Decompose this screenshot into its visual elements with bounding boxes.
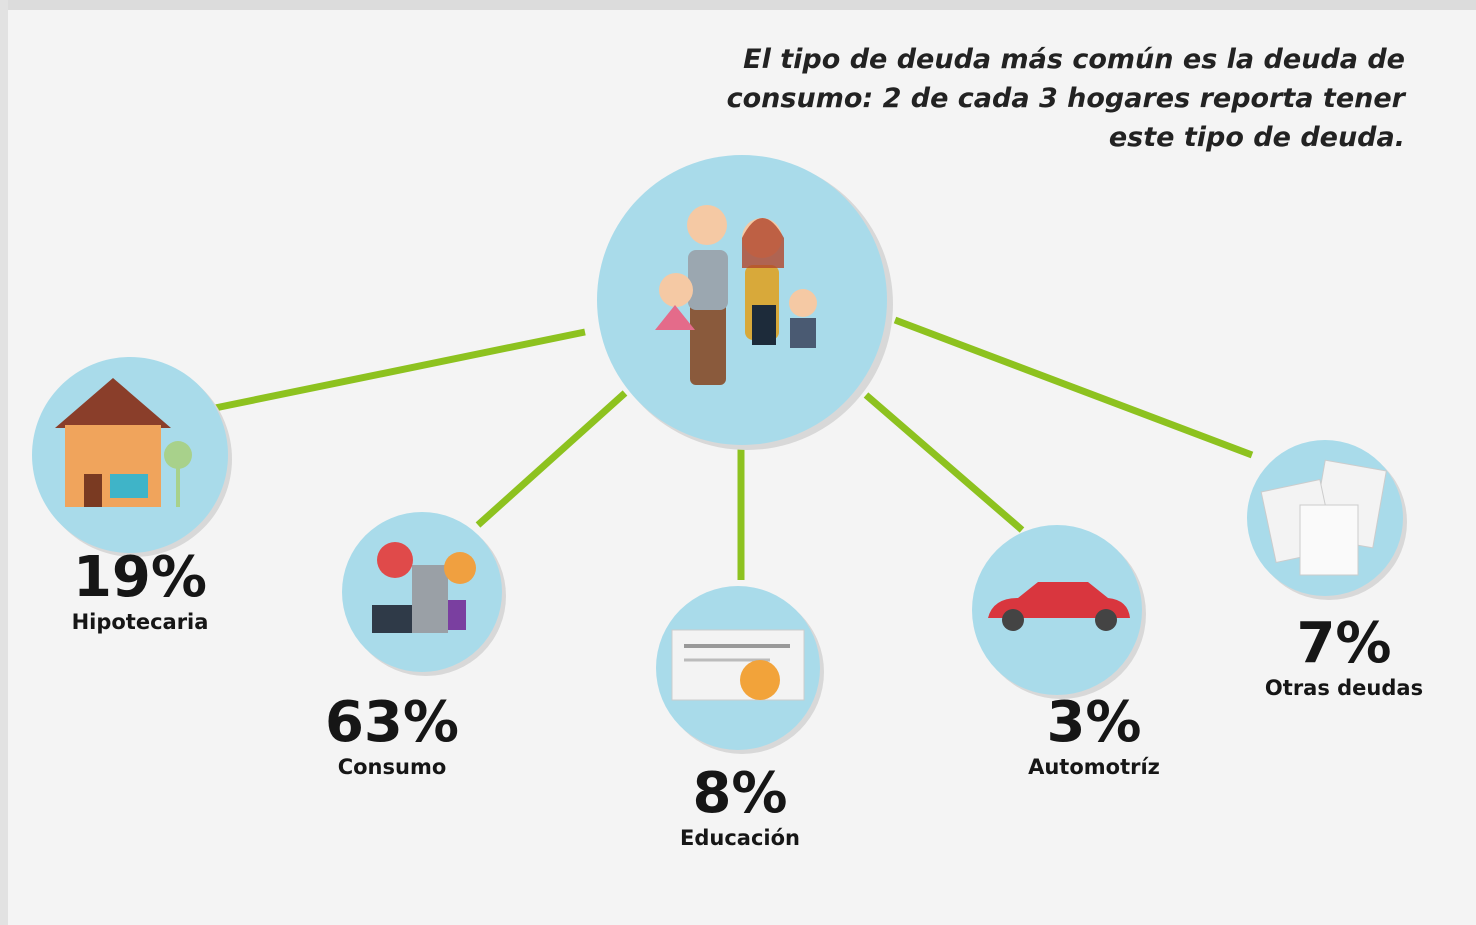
category-label: Hipotecaria bbox=[72, 610, 209, 634]
caption-line: este tipo de deuda. bbox=[1109, 122, 1405, 153]
percent: 8% bbox=[692, 761, 787, 826]
caption-line: El tipo de deuda más común es la deuda d… bbox=[743, 44, 1405, 75]
left-edge bbox=[0, 0, 8, 925]
top-bar bbox=[0, 0, 1476, 10]
infographic: El tipo de deuda más común es la deuda d… bbox=[0, 0, 1476, 925]
percent: 63% bbox=[325, 690, 459, 755]
category-label: Automotríz bbox=[1028, 755, 1160, 779]
caption-line: consumo: 2 de cada 3 hogares reporta ten… bbox=[727, 83, 1407, 114]
category-label: Educación bbox=[680, 826, 800, 850]
category-label: Otras deudas bbox=[1265, 676, 1423, 700]
percent: 7% bbox=[1296, 611, 1391, 676]
percent: 3% bbox=[1046, 690, 1141, 755]
percent: 19% bbox=[73, 545, 207, 610]
category-label: Consumo bbox=[338, 755, 447, 779]
